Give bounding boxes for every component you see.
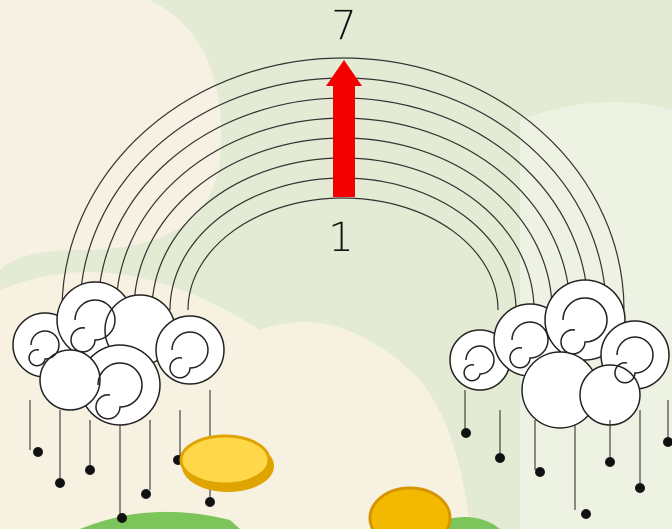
page: 7 1 (() => { const data = JSON.parse(doc… <box>0 0 672 529</box>
arrow-shaft <box>333 84 355 197</box>
bottom-label: 1 <box>328 215 353 261</box>
top-label: 7 <box>331 3 356 49</box>
scene: 7 1 <box>0 0 672 529</box>
